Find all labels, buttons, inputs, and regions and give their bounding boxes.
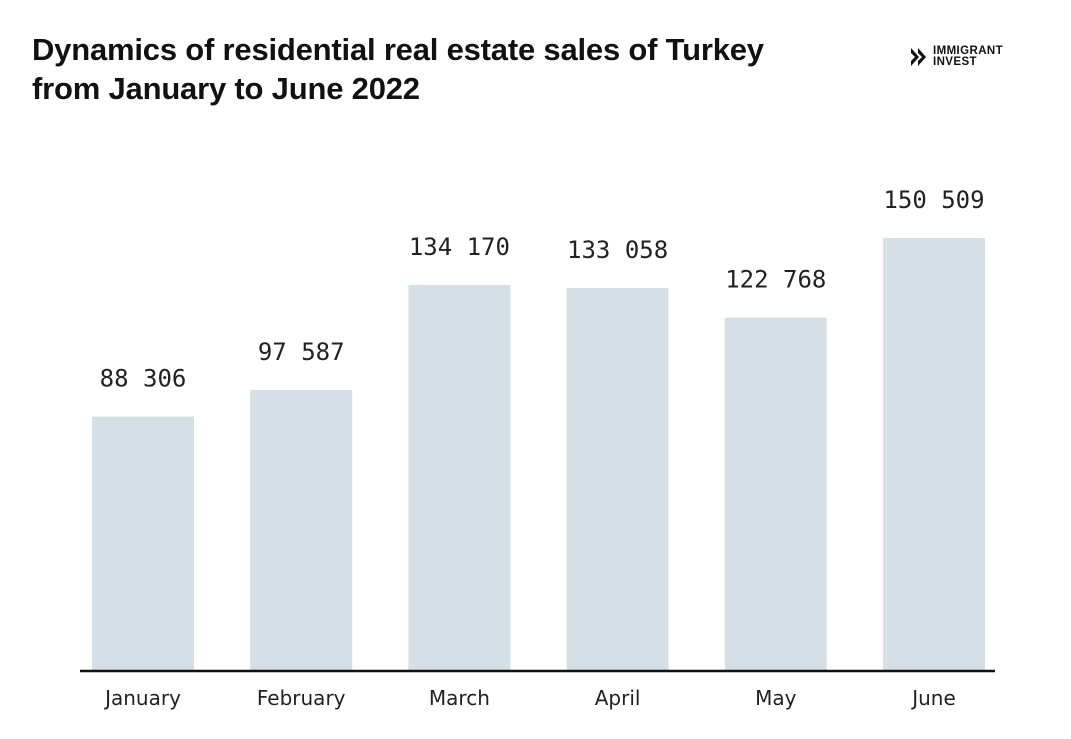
category-label-april: April	[595, 686, 641, 710]
value-label-january: 88 306	[100, 365, 187, 393]
brand-name-line-1: IMMIGRANT	[933, 45, 1004, 57]
category-label-may: May	[755, 686, 797, 710]
brand-logo: IMMIGRANT INVEST	[910, 45, 1004, 68]
bar-may	[724, 317, 827, 670]
bar-january	[92, 416, 194, 670]
value-label-february: 97 587	[258, 338, 345, 366]
chart-title: Dynamics of residential real estate sale…	[32, 30, 872, 108]
bar-march	[408, 284, 511, 670]
chart-title-line-2: from January to June 2022	[32, 71, 420, 106]
bar-april	[566, 288, 669, 670]
value-label-april: 133 058	[567, 236, 668, 264]
brand-name-line-2: INVEST	[933, 56, 977, 68]
double-chevron-right-icon	[911, 48, 926, 66]
value-label-may: 122 768	[725, 266, 826, 294]
bar-february	[250, 389, 353, 670]
brand-name: IMMIGRANT INVEST	[933, 45, 1004, 68]
value-label-june: 150 509	[883, 186, 984, 214]
category-label-june: June	[910, 686, 956, 710]
bar-june	[883, 238, 985, 670]
category-label-march: March	[429, 686, 490, 710]
value-label-march: 134 170	[409, 233, 510, 261]
category-label-february: February	[257, 686, 346, 710]
category-label-january: January	[103, 686, 181, 710]
chart-title-line-1: Dynamics of residential real estate sale…	[32, 32, 764, 67]
